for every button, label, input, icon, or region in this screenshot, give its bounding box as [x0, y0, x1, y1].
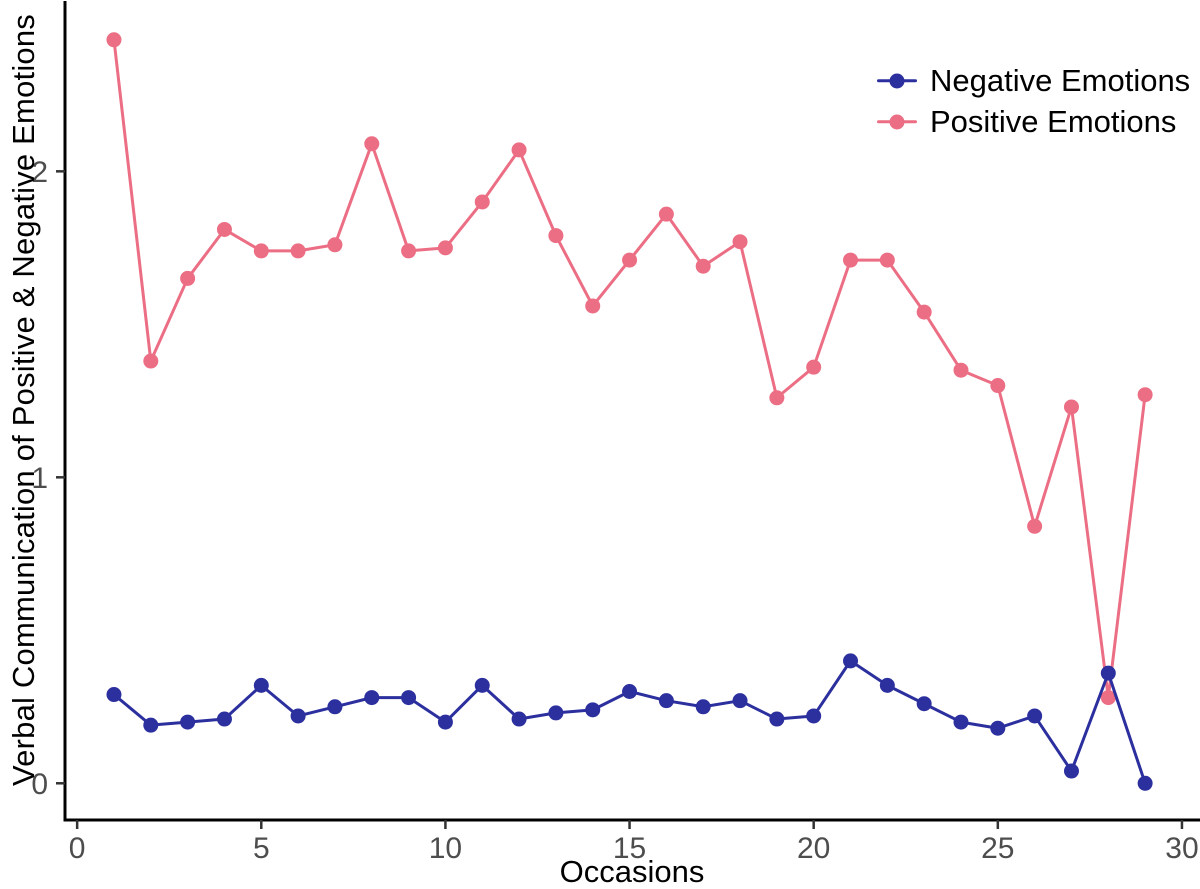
- positive-emotions-point: [548, 228, 564, 244]
- positive-emotions-point: [180, 270, 196, 286]
- negative-emotions-point: [622, 683, 638, 699]
- legend-label: Positive Emotions: [930, 103, 1177, 139]
- positive-emotions-point: [585, 298, 601, 314]
- negative-emotions-point: [1063, 763, 1079, 779]
- x-tick-label: 30: [1165, 832, 1198, 865]
- positive-emotions-point: [1100, 690, 1116, 706]
- negative-emotions-point: [806, 708, 822, 724]
- positive-emotions-point: [990, 378, 1006, 394]
- positive-emotions-point: [953, 362, 969, 378]
- negative-emotions-point: [953, 714, 969, 730]
- x-tick-label: 25: [981, 832, 1014, 865]
- positive-emotions-point: [769, 390, 785, 406]
- x-tick-label: 0: [69, 832, 86, 865]
- y-axis-ticks: 0 1 2: [31, 156, 65, 801]
- negative-emotions-point: [216, 711, 232, 727]
- negative-emotions-point: [732, 693, 748, 709]
- x-tick-label: 5: [253, 832, 270, 865]
- y-tick-label: 0: [31, 768, 48, 801]
- x-tick-label: 15: [613, 832, 646, 865]
- positive-emotions-point: [511, 142, 527, 158]
- positive-emotions-point: [327, 237, 343, 253]
- positive-emotions-point: [622, 252, 638, 268]
- positive-emotions-point: [437, 240, 453, 256]
- negative-emotions-point: [253, 677, 269, 693]
- x-tick-label: 20: [797, 832, 830, 865]
- x-tick-label: 10: [429, 832, 462, 865]
- positive-emotions-point: [916, 304, 932, 320]
- series-negative-emotions: [106, 653, 1153, 791]
- negative-emotions-line: [112, 659, 1147, 785]
- positive-emotions-point: [806, 359, 822, 375]
- negative-emotions-point: [1100, 665, 1116, 681]
- negative-emotions-point: [180, 714, 196, 730]
- negative-emotions-point: [990, 720, 1006, 736]
- axes: [63, 1, 1200, 822]
- negative-emotions-point: [437, 714, 453, 730]
- legend: Negative Emotions Positive Emotions: [877, 60, 1190, 142]
- positive-emotions-point: [474, 194, 490, 210]
- legend-label: Negative Emotions: [930, 62, 1191, 98]
- positive-emotions-swatch-icon: [877, 114, 917, 129]
- negative-emotions-point: [548, 705, 564, 721]
- positive-emotions-point: [106, 32, 122, 48]
- negative-emotions-point: [1137, 775, 1153, 791]
- positive-emotions-point: [216, 221, 232, 237]
- negative-emotions-point: [843, 653, 859, 669]
- positive-emotions-point: [1137, 387, 1153, 403]
- negative-emotions-point: [143, 717, 159, 733]
- y-tick-label: 2: [31, 156, 48, 189]
- negative-emotions-point: [511, 711, 527, 727]
- positive-emotions-point: [843, 252, 859, 268]
- positive-emotions-point: [290, 243, 306, 259]
- series-positive-emotions: [106, 32, 1153, 706]
- negative-emotions-point: [695, 699, 711, 715]
- negative-emotions-point: [401, 690, 417, 706]
- positive-emotions-point: [658, 206, 674, 222]
- negative-emotions-point: [106, 687, 122, 703]
- negative-emotions-point: [769, 711, 785, 727]
- negative-emotions-point: [916, 696, 932, 712]
- legend-item-positive-emotions: Positive Emotions: [877, 101, 1190, 142]
- positive-emotions-point: [364, 136, 380, 152]
- positive-emotions-point: [695, 258, 711, 274]
- negative-emotions-point: [585, 702, 601, 718]
- positive-emotions-point: [879, 252, 895, 268]
- x-axis-title: Occasions: [559, 854, 705, 889]
- positive-emotions-point: [1063, 399, 1079, 415]
- positive-emotions-point: [253, 243, 269, 259]
- y-axis-title: Verbal Communication of Positive & Negat…: [6, 14, 41, 786]
- y-tick-label: 1: [31, 462, 48, 495]
- negative-emotions-point: [364, 690, 380, 706]
- legend-item-negative-emotions: Negative Emotions: [877, 60, 1190, 101]
- negative-emotions-swatch-icon: [877, 73, 917, 88]
- positive-emotions-point: [143, 353, 159, 369]
- x-axis-ticks: 0 5 10 15 20 25 30: [69, 820, 1199, 865]
- negative-emotions-point: [879, 677, 895, 693]
- negative-emotions-point: [474, 677, 490, 693]
- positive-emotions-point: [401, 243, 417, 259]
- positive-emotions-point: [732, 234, 748, 250]
- negative-emotions-point: [658, 693, 674, 709]
- negative-emotions-point: [327, 699, 343, 715]
- positive-emotions-point: [1027, 518, 1043, 534]
- negative-emotions-point: [290, 708, 306, 724]
- negative-emotions-point: [1027, 708, 1043, 724]
